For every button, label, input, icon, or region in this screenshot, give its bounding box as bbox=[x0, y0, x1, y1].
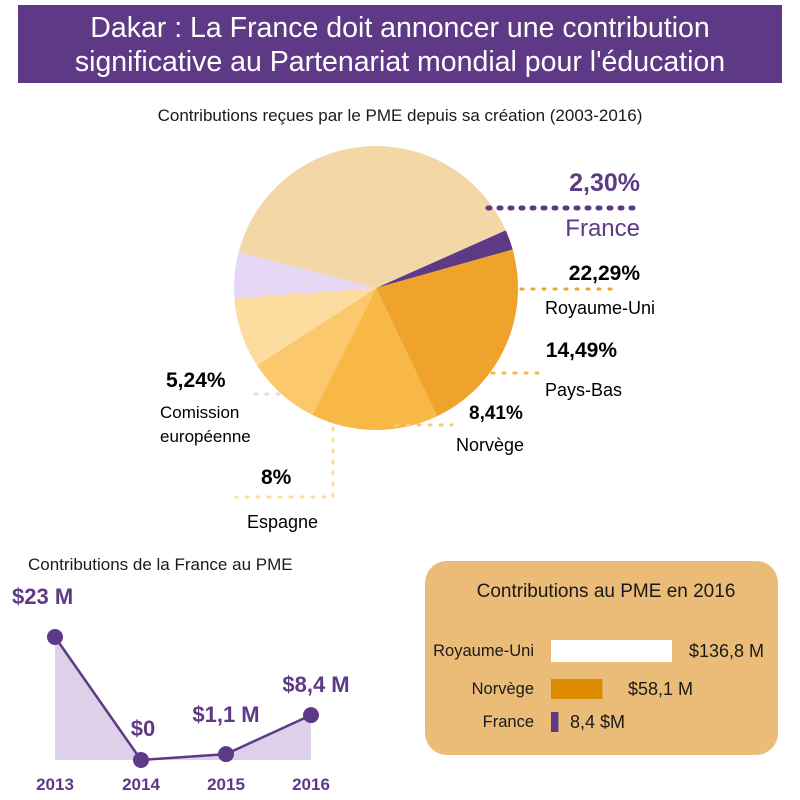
bar-norv-ge bbox=[551, 679, 603, 699]
pie-value-label-norvege: 8,41% bbox=[469, 403, 523, 424]
pie-slice-comission-europ-enne bbox=[234, 252, 376, 299]
header-title-line-1: Dakar : La France doit annoncer une cont… bbox=[90, 12, 710, 44]
pie-category-label-france: France bbox=[565, 215, 640, 242]
data-point-2015 bbox=[218, 746, 234, 763]
pie-value-label-commission: 5,24% bbox=[166, 369, 226, 392]
pie-slice-pays-bas bbox=[312, 288, 438, 430]
pie-value-label-france: 2,30% bbox=[569, 169, 640, 197]
pie-category-label-royaume-uni: Royaume-Uni bbox=[545, 298, 655, 318]
x-tick-label-2015: 2015 bbox=[207, 775, 245, 794]
bar-value-label-norv-ge: $58,1 M bbox=[628, 679, 693, 699]
pie-value-label-royaume-uni: 22,29% bbox=[569, 262, 641, 285]
pie-slice-espagne bbox=[234, 288, 376, 366]
leader-line-espagne bbox=[234, 426, 335, 499]
pie-slice-royaume-uni bbox=[376, 249, 518, 417]
bar-chart: Royaume-Uni $136,8 M Norvège $58,1 M France 8… bbox=[433, 640, 764, 732]
area-fill bbox=[55, 637, 311, 760]
area-line bbox=[53, 636, 312, 762]
line-chart-title: Contributions de la France au PME bbox=[28, 555, 293, 574]
pie-slice-france bbox=[376, 230, 513, 288]
pie-slice-norv-ge bbox=[256, 288, 376, 415]
bar-category-label-royaume-uni: Royaume-Uni bbox=[433, 642, 534, 660]
bar-value-label-france: 8,4 $M bbox=[570, 712, 625, 732]
header-banner: Dakar : La France doit annoncer une cont… bbox=[18, 5, 782, 83]
bar-category-label-france: France bbox=[483, 713, 534, 731]
pie-slice-other bbox=[238, 145, 506, 288]
pie-category-label-norvege: Norvège bbox=[456, 435, 524, 455]
pie-value-label-espagne: 8% bbox=[261, 466, 292, 489]
pie-chart-title: Contributions reçues par le PME depuis s… bbox=[158, 106, 643, 125]
header-title-line-2: significative au Partenariat mondial pou… bbox=[74, 46, 726, 78]
data-label-2014: $0 bbox=[131, 716, 155, 741]
x-tick-label-2016: 2016 bbox=[292, 775, 330, 794]
pie-leader-lines bbox=[234, 205, 643, 499]
pie-category-label-espagne: Espagne bbox=[247, 512, 318, 532]
bar-value-label-royaume-uni: $136,8 M bbox=[689, 641, 764, 661]
bar-france bbox=[551, 712, 559, 732]
bar-category-label-norv-ge: Norvège bbox=[472, 680, 534, 698]
data-label-2013: $23 M bbox=[12, 584, 73, 609]
x-tick-label-2013: 2013 bbox=[36, 775, 74, 794]
pie-category-label-commission-line-1: Comission bbox=[160, 403, 239, 422]
x-tick-label-2014: 2014 bbox=[122, 775, 160, 794]
pie-category-label-pays-bas: Pays-Bas bbox=[545, 380, 622, 400]
data-point-2013 bbox=[47, 629, 63, 645]
data-point-2016 bbox=[303, 707, 319, 724]
pie-category-label-commission-line-2: européenne bbox=[160, 427, 251, 446]
data-label-2016: $8,4 M bbox=[282, 672, 349, 697]
bar-chart-title: Contributions au PME en 2016 bbox=[477, 581, 736, 602]
line-chart: $23 M 2013 $0 2014 $1,1 M 2015 $8,4 M 2016 bbox=[12, 584, 350, 794]
data-point-2014 bbox=[133, 752, 149, 768]
bar-royaume-uni bbox=[551, 640, 672, 662]
pie-chart bbox=[234, 145, 518, 430]
pie-value-label-pays-bas: 14,49% bbox=[546, 339, 618, 362]
data-label-2015: $1,1 M bbox=[192, 702, 259, 727]
